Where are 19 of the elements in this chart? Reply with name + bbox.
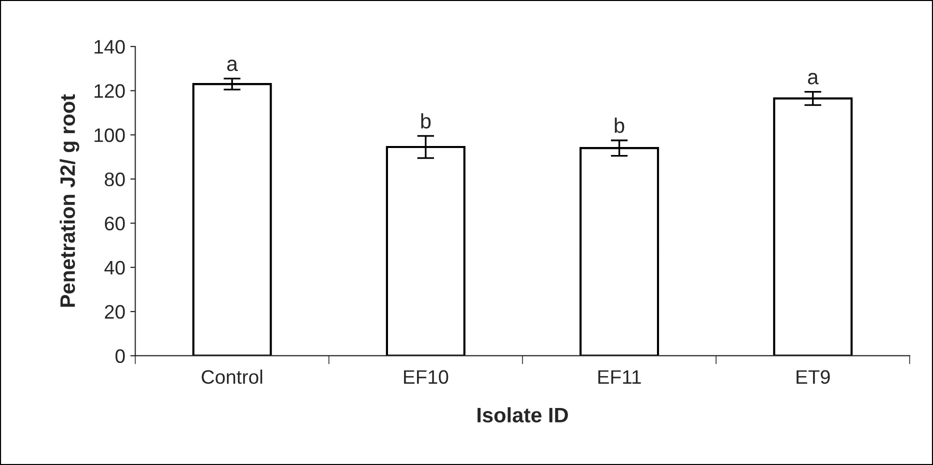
y-tick-label: 60 xyxy=(104,216,125,230)
annotation: b xyxy=(614,118,624,133)
x-tick-label: EF10 xyxy=(404,370,448,384)
x-axis-title: Isolate ID xyxy=(478,407,568,422)
annotation: a xyxy=(808,72,819,84)
bar xyxy=(192,83,272,356)
x-tick-label: EF11 xyxy=(598,370,641,384)
annotation: a xyxy=(227,60,238,72)
y-tick-label: 100 xyxy=(94,128,125,142)
x-tick-label: ET9 xyxy=(796,370,830,384)
annotation: b xyxy=(421,113,431,129)
y-tick-label: 120 xyxy=(94,84,125,98)
y-tick-label: 0 xyxy=(116,349,125,363)
y-tick-label: 80 xyxy=(104,172,125,186)
y-tick-label: 20 xyxy=(104,305,125,319)
y-tick-label: 40 xyxy=(104,260,125,275)
y-tick-label: 140 xyxy=(94,40,125,54)
y-axis-title: Penetration J2/ g root xyxy=(60,94,80,307)
x-tick-label: Control xyxy=(202,370,262,384)
